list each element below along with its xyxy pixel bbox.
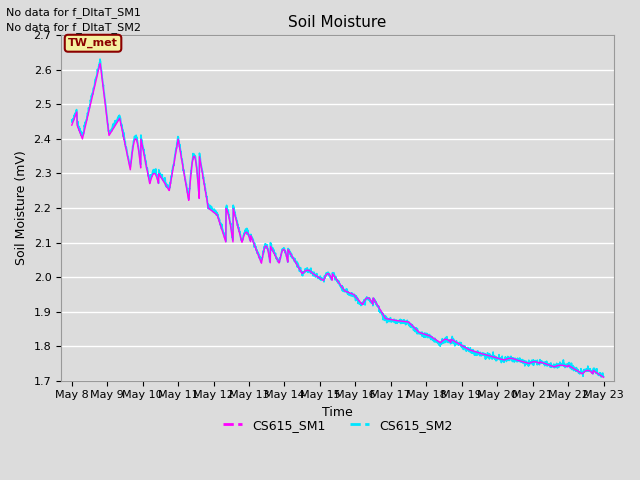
CS615_SM1 [96, 61, 104, 67]
Text: TW_met: TW_met [68, 38, 118, 48]
CS615_SM2 [584, 368, 592, 373]
Legend: CS615_SM1, CS615_SM2: CS615_SM1, CS615_SM2 [218, 414, 458, 437]
X-axis label: Time: Time [323, 406, 353, 419]
CS615_SM2 [313, 272, 321, 278]
Title: Soil Moisture: Soil Moisture [289, 15, 387, 30]
CS615_SM1 [95, 65, 103, 71]
Y-axis label: Soil Moisture (mV): Soil Moisture (mV) [15, 151, 28, 265]
CS615_SM1 [600, 374, 607, 380]
CS615_SM2 [68, 117, 76, 123]
CS615_SM2 [96, 56, 104, 62]
CS615_SM2 [487, 355, 495, 360]
CS615_SM2 [95, 62, 103, 68]
CS615_SM1 [327, 274, 335, 279]
Text: No data for f_DltaT_SM2: No data for f_DltaT_SM2 [6, 22, 141, 33]
CS615_SM1 [68, 122, 76, 128]
CS615_SM2 [597, 374, 605, 380]
Text: No data for f_DltaT_SM1: No data for f_DltaT_SM1 [6, 7, 141, 18]
Line: CS615_SM1: CS615_SM1 [72, 64, 604, 377]
CS615_SM1 [313, 273, 321, 279]
CS615_SM2 [327, 276, 335, 281]
CS615_SM1 [487, 353, 495, 359]
Line: CS615_SM2: CS615_SM2 [72, 59, 604, 377]
CS615_SM1 [584, 368, 592, 373]
CS615_SM1 [584, 368, 592, 373]
CS615_SM2 [600, 373, 607, 379]
CS615_SM2 [584, 368, 592, 374]
